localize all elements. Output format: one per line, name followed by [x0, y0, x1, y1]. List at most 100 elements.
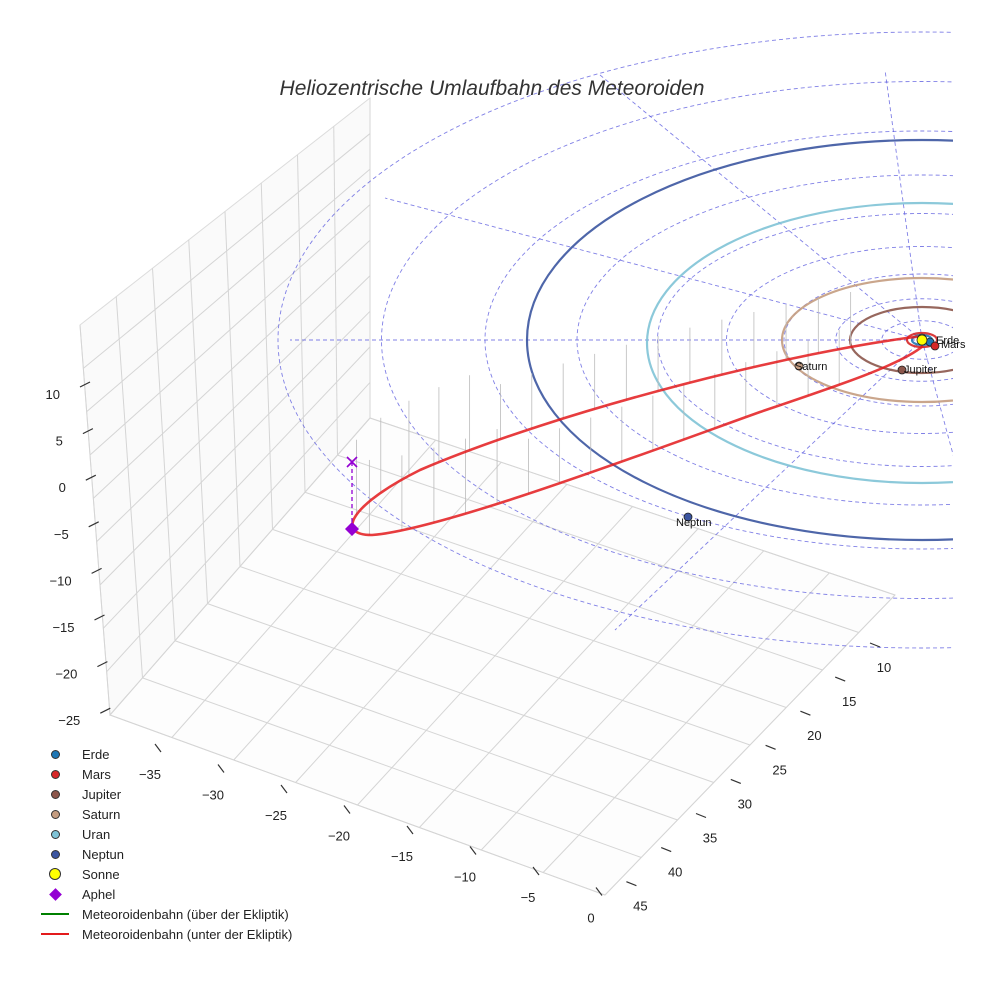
legend-marker [50, 789, 60, 799]
legend-swatch [40, 887, 70, 901]
guide-ring [381, 81, 953, 599]
planet-jupiter [897, 365, 907, 375]
planet-mars [930, 341, 940, 351]
x-tick-label: −10 [454, 870, 476, 885]
x-tick [469, 846, 477, 855]
legend-label: Aphel [82, 886, 116, 902]
grid-line [99, 310, 371, 586]
legend-entry: Meteoroidenbahn (unter der Ekliptik) [40, 924, 292, 944]
grid-line [102, 346, 371, 629]
legend-label: Neptun [82, 846, 124, 862]
grid-line [115, 296, 143, 678]
planet-neptun [683, 512, 693, 522]
x-tick-label: 0 [587, 911, 594, 926]
legend-swatch [40, 829, 70, 839]
guide-radial [884, 69, 923, 341]
legend-label: Uran [82, 826, 111, 842]
z-tick [88, 521, 99, 528]
y-tick-label: 40 [668, 865, 682, 880]
legend-marker [50, 849, 60, 859]
guide-radial [921, 339, 953, 456]
grid-line [86, 168, 371, 413]
grid-line [79, 324, 111, 716]
y-tick [765, 744, 776, 750]
grid-line [542, 572, 830, 873]
z-tick [97, 661, 108, 668]
y-tick-label: 10 [877, 660, 891, 675]
guide-radial [599, 74, 923, 341]
grid-line [604, 594, 896, 896]
x-tick-label: −5 [521, 890, 536, 905]
legend-marker [50, 829, 60, 839]
y-tick [626, 881, 637, 887]
y-tick-label: 25 [772, 762, 786, 777]
y-tick [800, 710, 811, 716]
x-tick [217, 764, 225, 773]
planet-orbits [526, 138, 953, 542]
grid-line [83, 133, 371, 369]
x-tick-label: −30 [202, 788, 224, 803]
grid-line [92, 239, 371, 499]
grid-line [357, 506, 633, 806]
legend-marker [41, 933, 69, 935]
legend-label: Jupiter [82, 786, 122, 802]
z-tick [94, 614, 105, 621]
aphel-marker [345, 456, 359, 536]
legend-label: Meteoroidenbahn (unter der Ekliptik) [82, 926, 293, 942]
legend-entry: Mars [40, 764, 292, 784]
legend-marker [41, 913, 69, 915]
z-tick [79, 381, 91, 388]
planet-saturn [794, 361, 804, 371]
label-erde: Erde [936, 335, 959, 347]
z-tick [82, 428, 94, 435]
z-tick-label: −25 [58, 713, 80, 728]
x-tick-label: −25 [265, 808, 287, 823]
grid-line [89, 204, 371, 456]
y-tick [695, 812, 707, 819]
label-jupiter: Jupiter [904, 364, 937, 376]
ecliptic-guides [277, 31, 953, 649]
legend-swatch [40, 789, 70, 799]
legend-swatch [40, 769, 70, 779]
y-tick-label: 20 [807, 728, 821, 743]
legend-entry: Erde [40, 744, 292, 764]
legend-entry: Uran [40, 824, 292, 844]
legend-marker [50, 749, 60, 759]
z-tick [85, 474, 97, 481]
orbit-uran [645, 201, 953, 485]
sun-marker [916, 334, 928, 346]
grid-line [152, 268, 176, 641]
guide-ring [783, 273, 953, 407]
y-tick-label: 30 [738, 796, 752, 811]
grid-line [260, 183, 273, 530]
legend-label: Meteoroidenbahn (über der Ekliptik) [82, 906, 289, 922]
legend-entry: Sonne [40, 864, 292, 884]
grid-line [480, 550, 765, 851]
z-tick [100, 707, 111, 714]
grid-line [224, 211, 241, 567]
y-tick [834, 676, 846, 682]
z-tick-label: −15 [52, 620, 74, 635]
legend-label: Erde [82, 746, 110, 762]
legend-swatch [40, 933, 70, 935]
chart-legend: Erde Mars Jupiter Saturn Uran Neptun Sonne Aphe… [40, 744, 292, 944]
orbit-jupiter [848, 305, 953, 375]
grid-line [188, 239, 208, 604]
label-mars: Mars [941, 339, 966, 351]
legend-entry: Meteoroidenbahn (über der Ekliptik) [40, 904, 292, 924]
z-tick-label: −20 [55, 667, 77, 682]
z-tick-label: 10 [46, 387, 60, 402]
label-saturn: Saturn [795, 361, 827, 373]
aphel-projection-cross [346, 456, 358, 468]
legend-swatch [40, 913, 70, 915]
legend-marker [50, 809, 60, 819]
grid-line [333, 126, 338, 456]
x-tick [280, 784, 288, 794]
guide-ring [277, 31, 953, 649]
legend-swatch [40, 868, 70, 880]
guide-radial [384, 197, 923, 341]
x-tick-label: −20 [328, 829, 350, 844]
legend-entry: Neptun [40, 844, 292, 864]
legend-entry: Aphel [40, 884, 292, 904]
